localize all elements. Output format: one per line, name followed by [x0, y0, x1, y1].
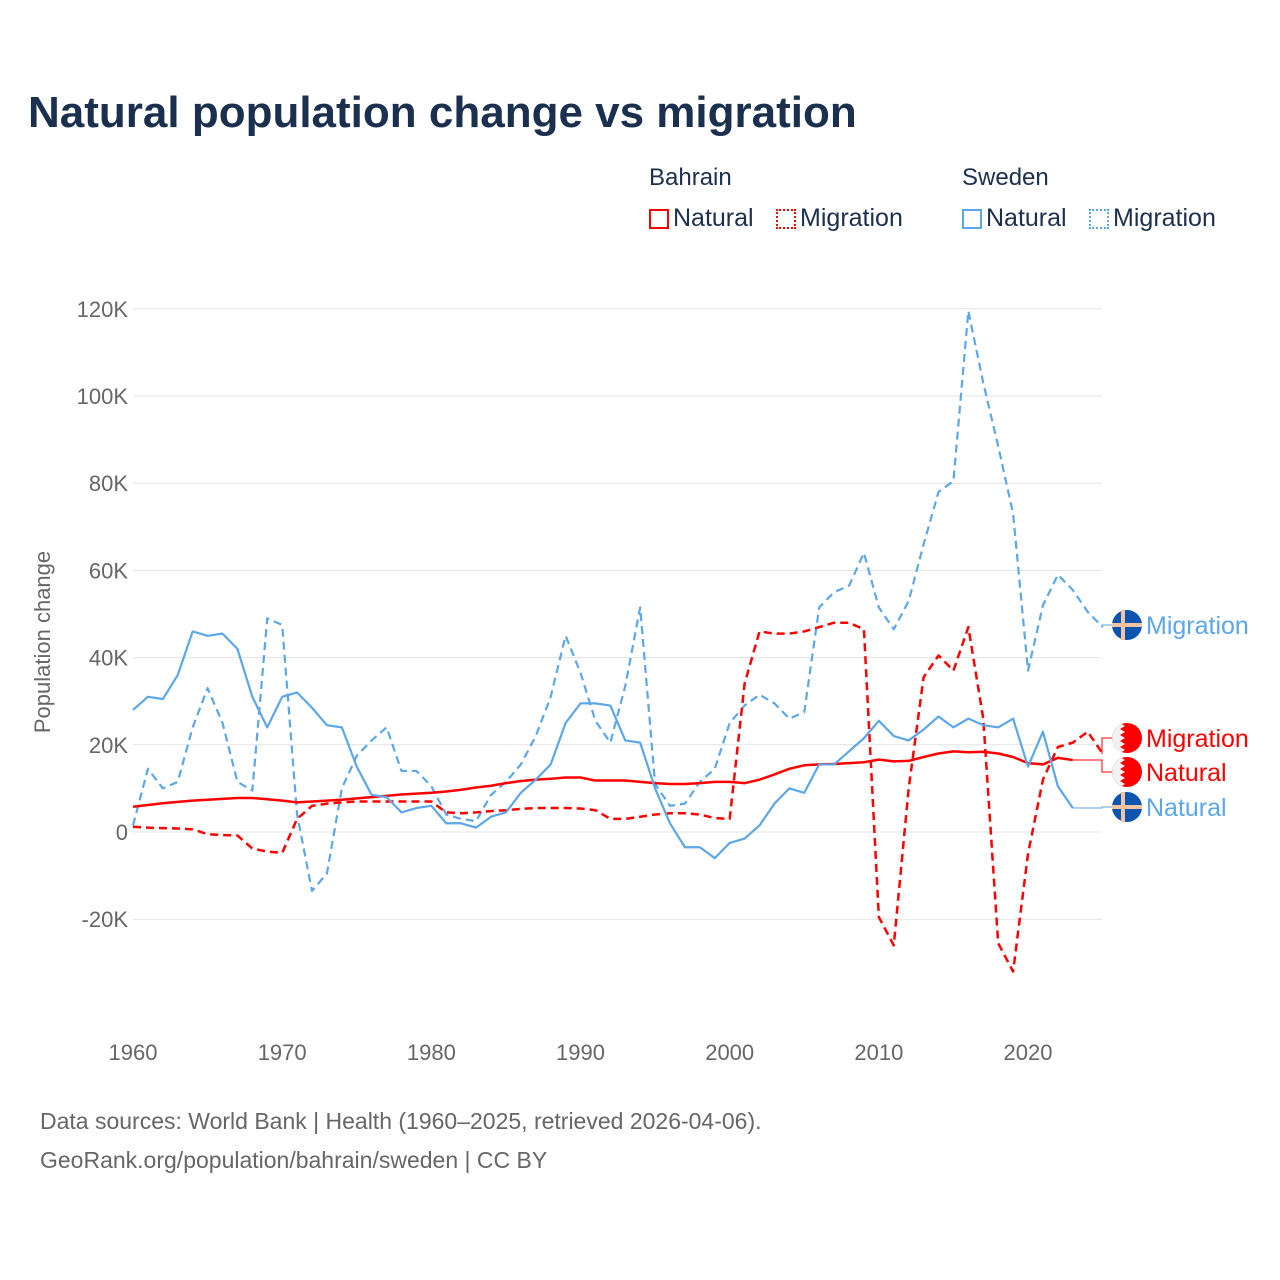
dotted-swatch-icon: [776, 208, 797, 229]
bahrain-flag-serration: [1112, 757, 1125, 787]
footer-sources: Data sources: World Bank | Health (1960–…: [40, 1108, 762, 1134]
legend-label: Natural: [986, 204, 1067, 232]
legend-bahrain: Bahrain Natural Migration: [649, 164, 921, 234]
x-tick-label: 2020: [1004, 1040, 1053, 1065]
end-label-connector: [1072, 806, 1112, 809]
x-tick-label: 1980: [407, 1040, 456, 1065]
dotted-swatch-icon: [1089, 208, 1110, 229]
series-line-sweden-migration: [131, 309, 1104, 892]
legend-item-sweden-migration[interactable]: Migration: [1089, 204, 1216, 233]
legend-item-bahrain-natural[interactable]: Natural: [649, 204, 754, 233]
x-tick-label: 1970: [258, 1040, 307, 1065]
chart-title: Natural population change vs migration: [28, 88, 857, 137]
sweden-flag-cross: [1112, 623, 1142, 627]
solid-swatch-icon: [649, 208, 669, 229]
y-tick-label: 80K: [89, 471, 128, 496]
end-label-connector: [1101, 737, 1112, 755]
legend-label: Migration: [800, 204, 903, 232]
series-line-bahrain-natural: [132, 750, 1073, 808]
legend-sweden: Sweden Natural Migration: [962, 164, 1216, 234]
legend-label: Natural: [673, 204, 754, 232]
end-label: Migration: [1146, 612, 1249, 640]
x-tick-label: 2000: [705, 1040, 754, 1065]
solid-swatch-icon: [962, 208, 982, 229]
sweden-flag-cross: [1112, 805, 1142, 809]
legend-item-sweden-natural[interactable]: Natural: [962, 204, 1067, 233]
x-tick-label: 1960: [109, 1040, 158, 1065]
end-label: Natural: [1146, 794, 1227, 822]
legend-group-title: Sweden: [962, 164, 1049, 191]
y-tick-label: 120K: [77, 297, 129, 322]
end-label: Migration: [1146, 725, 1249, 753]
y-tick-label: 40K: [89, 646, 128, 671]
series-line-bahrain-migration: [132, 621, 1104, 973]
y-tick-label: -20K: [82, 907, 129, 932]
y-tick-label: 100K: [77, 384, 129, 409]
legend-item-bahrain-migration[interactable]: Migration: [776, 204, 903, 233]
y-tick-label: 20K: [89, 733, 128, 758]
y-tick-label: 60K: [89, 558, 128, 583]
end-label-connector: [1072, 759, 1112, 773]
bahrain-flag-serration: [1112, 723, 1125, 753]
y-tick-label: 0: [116, 820, 128, 845]
footer-credit[interactable]: GeoRank.org/population/bahrain/sweden | …: [40, 1147, 548, 1173]
end-label: Natural: [1146, 759, 1227, 787]
end-label-connector: [1101, 624, 1112, 628]
legend-label: Migration: [1113, 204, 1216, 232]
legend-group-title: Bahrain: [649, 164, 732, 191]
x-tick-label: 2010: [854, 1040, 903, 1065]
x-tick-label: 1990: [556, 1040, 605, 1065]
series-line-sweden-natural: [132, 630, 1074, 860]
y-axis-label: Population change: [30, 551, 55, 733]
